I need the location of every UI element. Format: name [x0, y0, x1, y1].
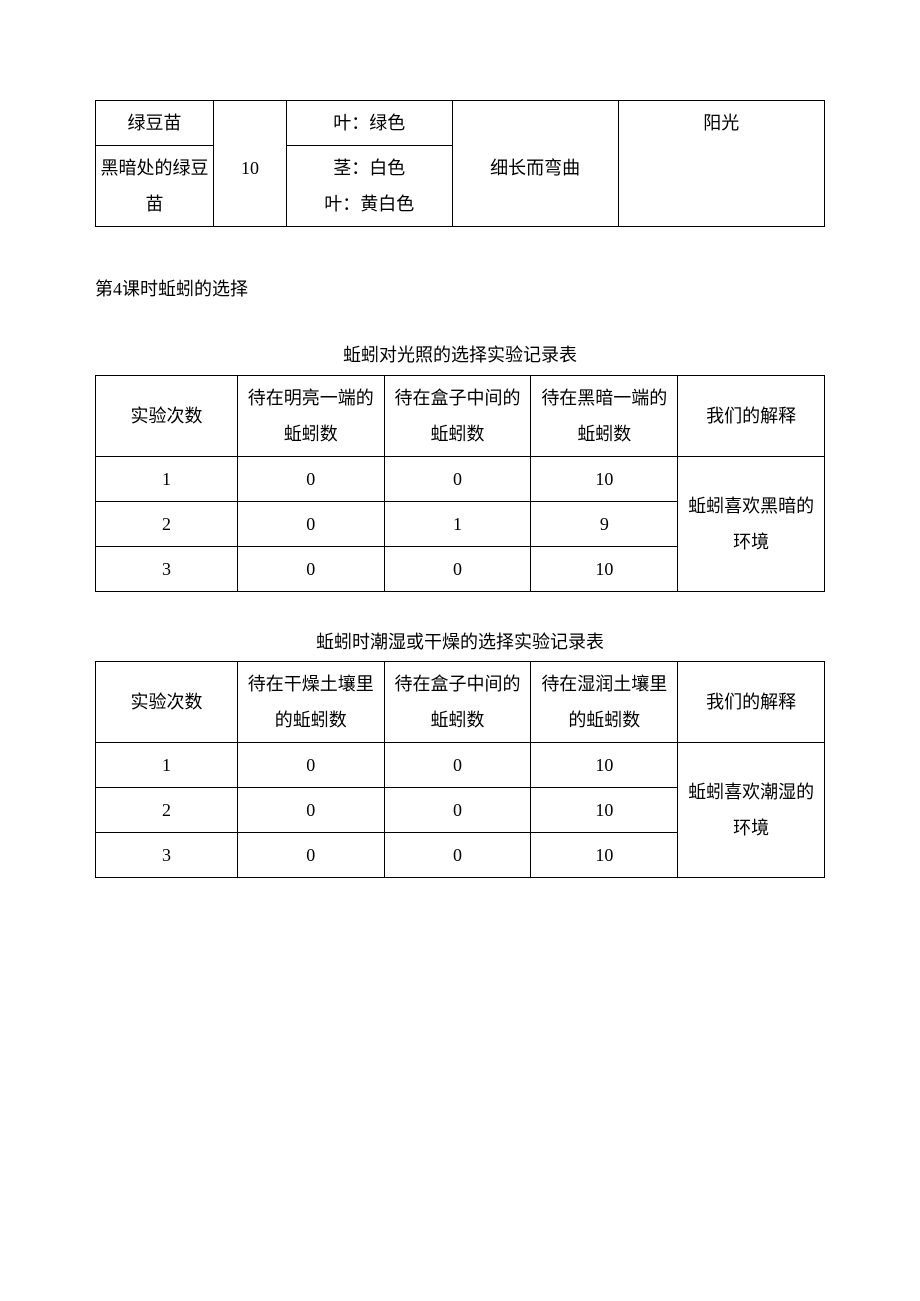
col-header: 待在黑暗一端的蚯蚓数 — [531, 375, 678, 456]
cell — [452, 101, 618, 146]
cell: 9 — [531, 501, 678, 546]
cell: 0 — [384, 833, 531, 878]
cell: 10 — [531, 833, 678, 878]
table3-title: 蚯蚓时潮湿或干燥的选择实验记录表 — [95, 624, 825, 662]
table2-title: 蚯蚓对光照的选择实验记录表 — [95, 337, 825, 375]
cell: 0 — [237, 456, 384, 501]
table-row: 黑暗处的绿豆苗 10 茎：白色叶：黄白色 细长而弯曲 — [96, 146, 825, 227]
cell: 0 — [237, 546, 384, 591]
cell: 0 — [384, 546, 531, 591]
cell: 10 — [531, 788, 678, 833]
cell: 10 — [214, 146, 287, 227]
cell: 2 — [96, 501, 238, 546]
section-heading: 第4课时蚯蚓的选择 — [95, 271, 825, 309]
cell: 3 — [96, 833, 238, 878]
col-header: 我们的解释 — [678, 662, 825, 743]
cell: 0 — [384, 456, 531, 501]
cell: 茎：白色叶：黄白色 — [286, 146, 452, 227]
col-header: 待在明亮一端的蚯蚓数 — [237, 375, 384, 456]
cell: 1 — [384, 501, 531, 546]
table-header-row: 实验次数 待在明亮一端的蚯蚓数 待在盒子中间的蚯蚓数 待在黑暗一端的蚯蚓数 我们… — [96, 375, 825, 456]
col-header: 待在盒子中间的蚯蚓数 — [384, 662, 531, 743]
cell: 1 — [96, 456, 238, 501]
cell: 阳光 — [618, 101, 824, 146]
cell: 黑暗处的绿豆苗 — [96, 146, 214, 227]
table-row: 绿豆苗 叶：绿色 阳光 — [96, 101, 825, 146]
cell: 叶：绿色 — [286, 101, 452, 146]
col-header: 待在干燥土壤里的蚯蚓数 — [237, 662, 384, 743]
table-light-experiment: 实验次数 待在明亮一端的蚯蚓数 待在盒子中间的蚯蚓数 待在黑暗一端的蚯蚓数 我们… — [95, 375, 825, 592]
table-seedling: 绿豆苗 叶：绿色 阳光 黑暗处的绿豆苗 10 茎：白色叶：黄白色 细长而弯曲 — [95, 100, 825, 227]
cell: 10 — [531, 743, 678, 788]
col-header: 实验次数 — [96, 662, 238, 743]
table-header-row: 实验次数 待在干燥土壤里的蚯蚓数 待在盒子中间的蚯蚓数 待在湿润土壤里的蚯蚓数 … — [96, 662, 825, 743]
table-row: 1 0 0 10 蚯蚓喜欢潮湿的环境 — [96, 743, 825, 788]
cell: 细长而弯曲 — [452, 146, 618, 227]
cell: 0 — [384, 743, 531, 788]
cell-explanation: 蚯蚓喜欢黑暗的环境 — [678, 456, 825, 591]
table-moisture-experiment: 实验次数 待在干燥土壤里的蚯蚓数 待在盒子中间的蚯蚓数 待在湿润土壤里的蚯蚓数 … — [95, 661, 825, 878]
table-row: 1 0 0 10 蚯蚓喜欢黑暗的环境 — [96, 456, 825, 501]
cell: 10 — [531, 546, 678, 591]
cell: 0 — [384, 788, 531, 833]
cell: 0 — [237, 788, 384, 833]
col-header: 实验次数 — [96, 375, 238, 456]
cell: 1 — [96, 743, 238, 788]
cell: 10 — [531, 456, 678, 501]
col-header: 待在湿润土壤里的蚯蚓数 — [531, 662, 678, 743]
cell: 0 — [237, 743, 384, 788]
cell: 0 — [237, 501, 384, 546]
cell: 绿豆苗 — [96, 101, 214, 146]
cell: 2 — [96, 788, 238, 833]
cell: 0 — [237, 833, 384, 878]
cell: 3 — [96, 546, 238, 591]
col-header: 我们的解释 — [678, 375, 825, 456]
cell-explanation: 蚯蚓喜欢潮湿的环境 — [678, 743, 825, 878]
cell — [214, 101, 287, 146]
col-header: 待在盒子中间的蚯蚓数 — [384, 375, 531, 456]
cell — [618, 146, 824, 227]
